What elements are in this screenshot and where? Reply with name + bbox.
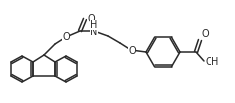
Text: H: H (211, 57, 218, 67)
Text: H: H (90, 20, 98, 30)
Text: O: O (201, 29, 209, 39)
Text: O: O (206, 57, 214, 67)
Text: O: O (87, 14, 95, 24)
Text: O: O (128, 46, 136, 56)
Text: O: O (62, 32, 70, 42)
Text: N: N (90, 27, 98, 37)
